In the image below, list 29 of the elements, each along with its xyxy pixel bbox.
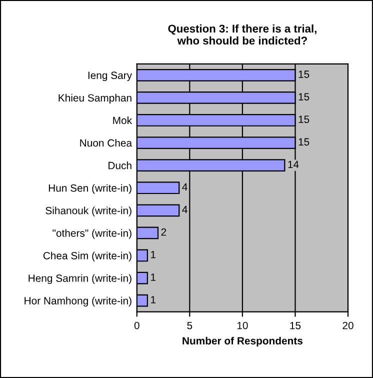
data-label: 1	[151, 251, 156, 258]
data-label: 4	[182, 206, 188, 214]
x-tick-label: 0	[134, 322, 140, 330]
y-tick-label: Chea Sim (write-in)	[43, 252, 132, 262]
data-label: 15	[298, 138, 310, 146]
y-tick-label: "others" (write-in)	[52, 229, 132, 239]
data-label: 1	[151, 296, 156, 304]
y-tick-label: Sihanouk (write-in)	[46, 206, 132, 216]
x-tick-label: 5	[187, 322, 192, 330]
y-tick-label: Ieng Sary	[88, 72, 132, 82]
x-tick-label: 10	[237, 322, 248, 330]
data-label: 14	[288, 160, 299, 168]
y-tick-label: Duch	[108, 162, 132, 170]
data-label: 1	[151, 274, 156, 281]
data-label: 15	[298, 93, 310, 100]
data-label: 15	[298, 116, 310, 124]
data-label: 15	[298, 70, 310, 78]
chart-title: Question 3: If there is a trial, who should be indicted?	[168, 24, 316, 45]
data-label: 2	[161, 228, 166, 236]
y-tick-label: Hor Namhong (write-in)	[24, 296, 132, 307]
y-tick-label: Heng Samrin (write-in)	[28, 274, 132, 284]
x-tick-label: 20	[342, 322, 354, 330]
x-tick-label: 15	[290, 322, 301, 330]
data-label: 4	[182, 183, 188, 191]
y-tick-label: Nuon Chea	[80, 139, 132, 147]
x-axis-title: Number of Respondents	[182, 336, 303, 347]
y-tick-label: Khieu Samphan	[58, 94, 132, 104]
y-tick-label: Mok	[113, 116, 132, 124]
y-tick-label: Hun Sen (write-in)	[48, 184, 132, 194]
